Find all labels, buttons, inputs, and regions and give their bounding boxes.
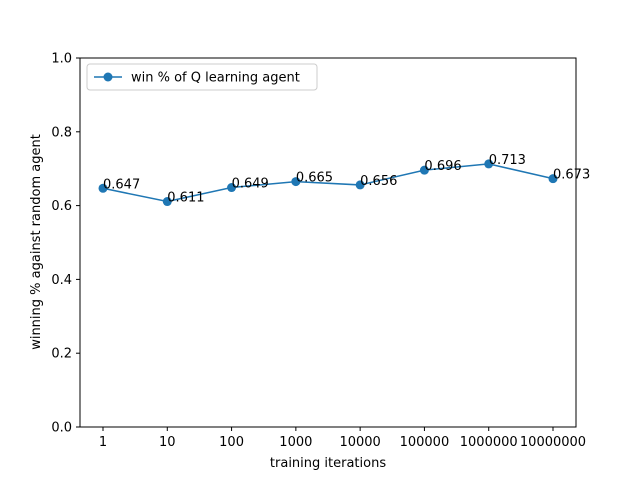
y-tick-label: 0.6: [51, 199, 72, 214]
data-label: 0.656: [360, 174, 397, 189]
data-label: 0.611: [167, 191, 204, 206]
data-label: 0.649: [232, 177, 269, 192]
y-tick-label: 0.2: [51, 347, 72, 362]
y-tick-label: 0.4: [51, 273, 72, 288]
y-tick-label: 0.0: [51, 421, 72, 436]
series-line: [102, 163, 554, 203]
x-tick-label: 1000000: [460, 435, 518, 450]
data-point: [227, 183, 237, 193]
x-axis-label: training iterations: [270, 456, 386, 471]
y-axis: 0.0 0.2 0.4 0.6 0.8 1.0: [51, 52, 80, 436]
y-tick-label: 0.8: [51, 125, 72, 140]
data-point: [98, 183, 108, 193]
data-point: [548, 174, 558, 184]
x-tick-label: 10: [159, 435, 176, 450]
legend-entry-label: win % of Q learning agent: [131, 71, 300, 86]
x-tick-label: 100: [219, 435, 244, 450]
data-point: [419, 165, 429, 175]
y-axis-label: winning % against random agent: [29, 134, 44, 350]
data-label: 0.665: [296, 171, 333, 186]
x-tick-label: 10000000: [520, 435, 586, 450]
data-point: [484, 159, 494, 169]
x-axis: 1 10 100 1000 10000 100000 1000000 10000000: [99, 427, 586, 450]
data-label: 0.673: [553, 168, 590, 183]
data-point: [162, 197, 172, 207]
plot-layer: 0.647 0.611 0.649 0.665 0.656 0.696 0.713 0.673: [98, 153, 590, 207]
y-tick-label: 1.0: [51, 52, 72, 67]
data-label: 0.696: [424, 159, 461, 174]
x-tick-label: 1: [99, 435, 107, 450]
data-point: [355, 180, 365, 190]
data-point: [291, 177, 301, 187]
x-tick-label: 1000: [279, 435, 312, 450]
data-label: 0.713: [489, 153, 526, 168]
legend-marker-swatch: [103, 72, 113, 82]
legend-box: [86, 63, 318, 91]
plot-frame: [79, 57, 577, 428]
x-tick-label: 10000: [339, 435, 380, 450]
data-label: 0.647: [103, 177, 140, 192]
x-tick-label: 100000: [400, 435, 450, 450]
legend: win % of Q learning agent: [86, 63, 318, 91]
